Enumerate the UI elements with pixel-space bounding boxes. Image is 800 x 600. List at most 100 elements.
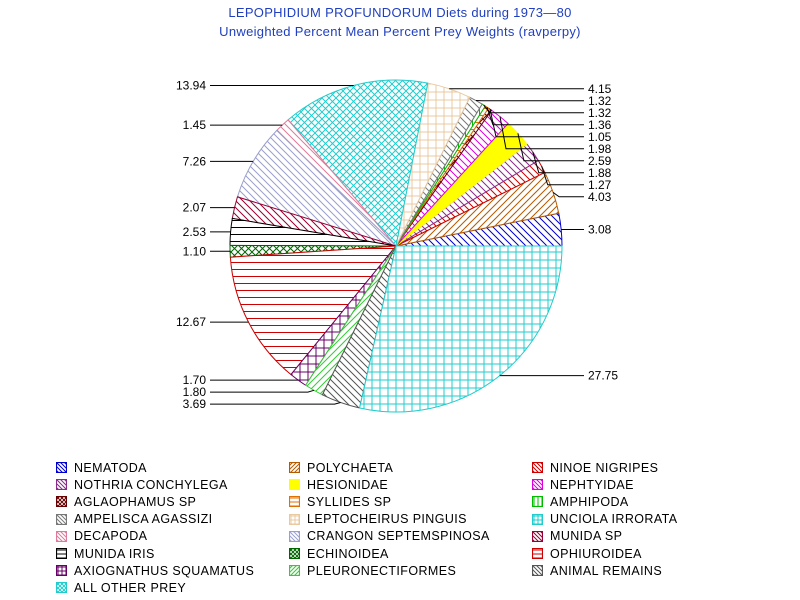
legend-item-all-other-prey: ALL OTHER PREY xyxy=(56,579,186,596)
leader-line-amphipoda xyxy=(483,104,584,114)
value-label-ninoe-nigripes: 1.27 xyxy=(588,178,612,192)
legend-label: CRANGON SEPTEMSPINOSA xyxy=(307,529,490,544)
legend-item-munida-sp: MUNIDA SP xyxy=(532,528,622,545)
legend-item-pleuronectiformes: PLEURONECTIFORMES xyxy=(289,562,456,579)
legend-label: MUNIDA SP xyxy=(550,529,623,544)
value-label-echinoidea: 1.10 xyxy=(183,244,207,258)
legend-item-aglaophamus-sp: AGLAOPHAMUS SP xyxy=(56,493,196,510)
legend-item-amphipoda: AMPHIPODA xyxy=(532,493,629,510)
legend-swatch-all-other-prey xyxy=(56,582,67,594)
legend-swatch-leptocheirus-pinguis xyxy=(289,513,300,525)
legend-swatch-nephtyidae xyxy=(532,479,543,491)
value-label-axiognathus-squamatus: 1.70 xyxy=(183,373,207,387)
legend-label: DECAPODA xyxy=(74,529,148,544)
chart-subtitle: Unweighted Percent Mean Percent Prey Wei… xyxy=(219,24,581,39)
legend-label: HESIONIDAE xyxy=(307,477,389,492)
legend-swatch-munida-sp xyxy=(532,530,543,542)
legend-item-nematoda: NEMATODA xyxy=(56,459,147,476)
legend-swatch-amphipoda xyxy=(532,496,543,508)
leader-line-aglaophamus-sp xyxy=(489,109,584,138)
legend-item-ophiuroidea: OPHIUROIDEA xyxy=(532,545,642,562)
value-label-ophiuroidea: 12.67 xyxy=(176,315,206,329)
legend-item-syllides-sp: SYLLIDES SP xyxy=(289,493,391,510)
leader-line-ninoe-nigripes xyxy=(541,166,584,186)
legend-item-nothria-conchylega: NOTHRIA CONCHYLEGA xyxy=(56,476,228,493)
legend-item-axiognathus-squamatus: AXIOGNATHUS SQUAMATUS xyxy=(56,562,254,579)
value-label-syllides-sp: 1.36 xyxy=(588,118,612,132)
legend-item-unciola-irrorata: UNCIOLA IRRORATA xyxy=(532,511,677,528)
legend-item-ninoe-nigripes: NINOE NIGRIPES xyxy=(532,459,658,476)
legend-swatch-hesionidae xyxy=(289,479,300,491)
legend-swatch-munida-iris xyxy=(56,548,67,559)
legend-swatch-echinoidea xyxy=(289,548,300,559)
leader-line-nephtyidae xyxy=(499,116,584,150)
legend-swatch-ampelisca-agassizi xyxy=(56,513,67,525)
legend-label: MUNIDA IRIS xyxy=(74,546,155,561)
value-label-pleuronectiformes: 1.80 xyxy=(183,385,207,399)
legend-item-hesionidae: HESIONIDAE xyxy=(289,476,388,493)
legend-item-decapoda: DECAPODA xyxy=(56,528,147,545)
legend-label: POLYCHAETA xyxy=(307,460,394,475)
legend-label: OPHIUROIDEA xyxy=(550,546,642,561)
legend-item-animal-remains: ANIMAL REMAINS xyxy=(532,562,662,579)
legend-item-crangon-septemspinosa: CRANGON SEPTEMSPINOSA xyxy=(289,528,490,545)
legend-swatch-ophiuroidea xyxy=(532,548,543,559)
leader-line-nothria-conchylega xyxy=(532,151,584,174)
legend-label: AXIOGNATHUS SQUAMATUS xyxy=(74,563,255,578)
legend-swatch-polychaeta xyxy=(289,462,300,473)
value-label-ampelisca-agassizi: 1.32 xyxy=(588,94,612,108)
legend-item-ampelisca-agassizi: AMPELISCA AGASSIZI xyxy=(56,511,213,528)
value-label-all-other-prey: 13.94 xyxy=(176,78,206,92)
legend-swatch-nothria-conchylega xyxy=(56,479,67,491)
value-label-animal-remains: 3.69 xyxy=(183,397,207,411)
legend-label: AMPHIPODA xyxy=(550,494,629,509)
legend-item-munida-iris: MUNIDA IRIS xyxy=(56,545,155,562)
pie-slice-unciola-irrorata xyxy=(359,245,563,413)
legend-swatch-pleuronectiformes xyxy=(289,565,300,577)
legend-label: LEPTOCHEIRUS PINGUIS xyxy=(307,512,467,527)
value-label-aglaophamus-sp: 1.05 xyxy=(588,130,612,144)
legend-label: AMPELISCA AGASSIZI xyxy=(74,512,213,527)
legend-label: SYLLIDES SP xyxy=(307,494,392,509)
pie-slice-ophiuroidea xyxy=(229,245,398,376)
legend-swatch-axiognathus-squamatus xyxy=(56,565,67,577)
leader-line-pleuronectiformes xyxy=(210,389,315,393)
legend-item-polychaeta: POLYCHAETA xyxy=(289,459,393,476)
value-label-polychaeta: 4.03 xyxy=(588,190,612,204)
chart-title: LEPOPHIDIUM PROFUNDORUM Diets during 197… xyxy=(228,5,572,20)
legend-swatch-unciola-irrorata xyxy=(532,513,543,525)
value-label-nephtyidae: 1.98 xyxy=(588,142,612,156)
legend-label: UNCIOLA IRRORATA xyxy=(550,512,678,527)
value-label-decapoda: 1.45 xyxy=(183,118,207,132)
legend-label: PLEURONECTIFORMES xyxy=(307,563,457,578)
value-label-crangon-septemspinosa: 7.26 xyxy=(183,154,207,168)
legend-label: NINOE NIGRIPES xyxy=(550,460,659,475)
value-label-hesionidae: 2.59 xyxy=(588,154,612,168)
legend-item-leptocheirus-pinguis: LEPTOCHEIRUS PINGUIS xyxy=(289,511,467,528)
value-label-munida-iris: 2.53 xyxy=(183,225,207,239)
legend-swatch-ninoe-nigripes xyxy=(532,462,543,473)
value-label-amphipoda: 1.32 xyxy=(588,106,612,120)
value-label-nothria-conchylega: 1.88 xyxy=(588,166,612,180)
value-label-munida-sp: 2.07 xyxy=(183,201,207,215)
value-label-nematoda: 3.08 xyxy=(588,223,612,237)
legend-swatch-animal-remains xyxy=(532,565,543,577)
legend-item-echinoidea: ECHINOIDEA xyxy=(289,545,389,562)
pie-chart: 4.151.321.321.361.051.982.591.881.274.03… xyxy=(176,78,618,413)
leader-line-animal-remains xyxy=(210,402,341,405)
legend-label: ALL OTHER PREY xyxy=(74,580,187,595)
legend-label: NEPHTYIDAE xyxy=(550,477,634,492)
legend-swatch-nematoda xyxy=(56,462,67,473)
leader-line-hesionidae xyxy=(517,133,584,162)
legend-swatch-syllides-sp xyxy=(289,496,300,508)
legend-swatch-aglaophamus-sp xyxy=(56,496,67,508)
legend-item-nephtyidae: NEPHTYIDAE xyxy=(532,476,634,493)
leader-line-polychaeta xyxy=(552,191,584,198)
legend-swatch-crangon-septemspinosa xyxy=(289,530,300,542)
value-label-unciola-irrorata: 27.75 xyxy=(588,369,618,383)
legend-label: NOTHRIA CONCHYLEGA xyxy=(74,477,228,492)
legend-label: ANIMAL REMAINS xyxy=(550,563,663,578)
legend-label: NEMATODA xyxy=(74,460,147,475)
legend-label: AGLAOPHAMUS SP xyxy=(74,494,197,509)
legend-swatch-decapoda xyxy=(56,530,67,542)
